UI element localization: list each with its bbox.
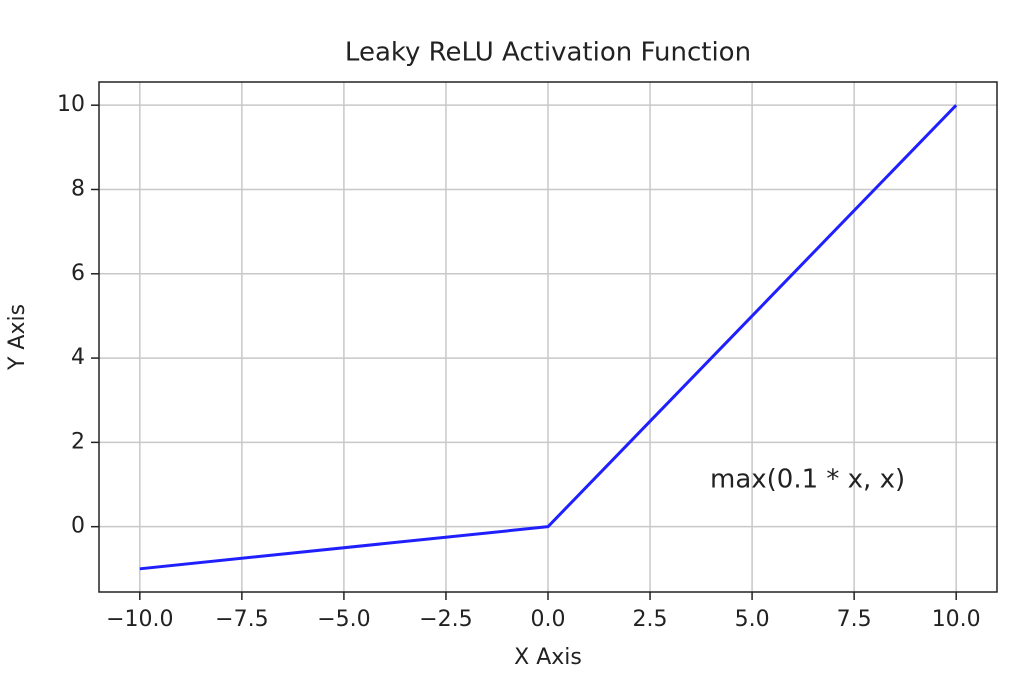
y-tick-label: 0 xyxy=(71,514,85,539)
plot-frame xyxy=(98,81,998,593)
y-tick-label: 8 xyxy=(71,176,85,201)
x-tick-label: 10.0 xyxy=(932,607,981,632)
x-tick-label: 2.5 xyxy=(633,607,668,632)
annotation: max(0.1 * x, x) xyxy=(710,465,905,495)
y-axis-label: Y Axis xyxy=(5,304,30,371)
y-tick-label: 10 xyxy=(57,92,85,117)
x-tick-label: −10.0 xyxy=(106,607,173,632)
x-tick-label: 7.5 xyxy=(837,607,872,632)
x-tick-label: 0.0 xyxy=(531,607,566,632)
x-tick-label: −7.5 xyxy=(215,607,268,632)
y-tick-label: 2 xyxy=(71,429,85,454)
x-tick-label: 5.0 xyxy=(735,607,770,632)
y-tick-label: 6 xyxy=(71,261,85,286)
x-tick-label: −5.0 xyxy=(317,607,370,632)
data-line xyxy=(139,104,958,571)
chart-title: Leaky ReLU Activation Function xyxy=(345,38,751,68)
x-tick-label: −2.5 xyxy=(419,607,472,632)
x-axis-label: X Axis xyxy=(514,645,582,670)
y-tick-label: 4 xyxy=(71,345,85,370)
